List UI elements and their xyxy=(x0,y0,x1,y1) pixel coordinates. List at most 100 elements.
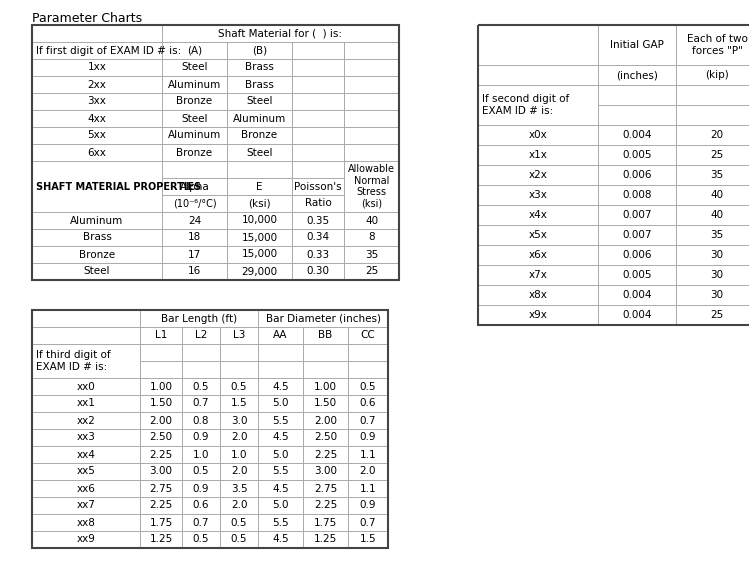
Text: Brass: Brass xyxy=(82,232,112,243)
Text: Aluminum: Aluminum xyxy=(168,130,221,140)
Bar xyxy=(478,25,749,325)
Text: 0.5: 0.5 xyxy=(192,467,209,477)
Bar xyxy=(162,246,227,263)
Text: 0.004: 0.004 xyxy=(622,310,652,320)
Bar xyxy=(348,497,388,514)
Bar xyxy=(182,514,220,531)
Text: 2.00: 2.00 xyxy=(314,416,337,425)
Bar xyxy=(303,429,348,446)
Text: 0.6: 0.6 xyxy=(360,399,376,409)
Bar xyxy=(32,310,140,327)
Text: 5xx: 5xx xyxy=(88,130,106,140)
Text: Parameter Charts: Parameter Charts xyxy=(32,12,142,25)
Bar xyxy=(182,480,220,497)
Bar xyxy=(32,25,399,280)
Text: BB: BB xyxy=(318,331,333,340)
Text: 4.5: 4.5 xyxy=(272,484,289,494)
Text: 0.007: 0.007 xyxy=(622,210,652,220)
Text: x5x: x5x xyxy=(529,230,548,240)
Bar xyxy=(227,76,292,93)
Bar xyxy=(478,165,598,185)
Bar xyxy=(348,378,388,395)
Text: 0.5: 0.5 xyxy=(231,517,247,527)
Text: Steel: Steel xyxy=(246,97,273,107)
Bar xyxy=(227,212,292,229)
Text: If second digit of
EXAM ID # is:: If second digit of EXAM ID # is: xyxy=(482,94,569,116)
Bar xyxy=(140,395,182,412)
Bar xyxy=(258,497,303,514)
Text: 4.5: 4.5 xyxy=(272,381,289,392)
Text: 0.7: 0.7 xyxy=(192,517,209,527)
Bar xyxy=(344,93,399,110)
Text: 0.007: 0.007 xyxy=(622,230,652,240)
Text: 1.0: 1.0 xyxy=(192,449,209,460)
Bar xyxy=(140,497,182,514)
Text: 6xx: 6xx xyxy=(88,147,106,158)
Text: 10,000: 10,000 xyxy=(241,215,277,225)
Bar xyxy=(598,65,676,85)
Bar xyxy=(220,344,258,361)
Bar xyxy=(162,25,399,42)
Bar xyxy=(478,65,598,85)
Bar xyxy=(182,378,220,395)
Text: (10⁻⁶/°C): (10⁻⁶/°C) xyxy=(173,198,216,208)
Bar xyxy=(258,361,303,378)
Text: Steel: Steel xyxy=(181,62,207,73)
Bar xyxy=(32,161,162,212)
Text: Bar Length (ft): Bar Length (ft) xyxy=(161,314,237,324)
Text: Each of two
forces "P": Each of two forces "P" xyxy=(687,34,748,56)
Bar xyxy=(32,246,162,263)
Text: 25: 25 xyxy=(710,150,724,160)
Text: 30: 30 xyxy=(711,250,724,260)
Bar xyxy=(220,327,258,344)
Text: 0.7: 0.7 xyxy=(360,416,376,425)
Bar xyxy=(676,185,749,205)
Bar xyxy=(140,463,182,480)
Text: (ksi): (ksi) xyxy=(248,198,271,208)
Bar xyxy=(303,327,348,344)
Text: AA: AA xyxy=(273,331,288,340)
Text: xx9: xx9 xyxy=(76,534,95,545)
Text: 1.1: 1.1 xyxy=(360,449,376,460)
Bar xyxy=(32,446,140,463)
Bar xyxy=(227,195,292,212)
Bar xyxy=(32,514,140,531)
Bar xyxy=(220,446,258,463)
Bar xyxy=(227,59,292,76)
Bar xyxy=(227,229,292,246)
Text: 35: 35 xyxy=(710,230,724,240)
Bar xyxy=(478,145,598,165)
Text: 4.5: 4.5 xyxy=(272,534,289,545)
Bar xyxy=(344,263,399,280)
Bar xyxy=(32,395,140,412)
Bar xyxy=(227,263,292,280)
Bar xyxy=(258,446,303,463)
Bar xyxy=(292,229,344,246)
Text: 2.25: 2.25 xyxy=(149,501,172,510)
Text: x8x: x8x xyxy=(529,290,548,300)
Text: xx3: xx3 xyxy=(76,432,95,442)
Bar xyxy=(227,127,292,144)
Bar xyxy=(162,229,227,246)
Bar xyxy=(676,65,749,85)
Text: CC: CC xyxy=(360,331,375,340)
Bar xyxy=(182,412,220,429)
Bar xyxy=(32,463,140,480)
Text: 2.0: 2.0 xyxy=(231,432,247,442)
Text: Bronze: Bronze xyxy=(79,250,115,260)
Bar xyxy=(227,93,292,110)
Bar xyxy=(348,344,388,361)
Bar xyxy=(303,344,348,361)
Text: 0.7: 0.7 xyxy=(360,517,376,527)
Bar xyxy=(182,429,220,446)
Bar xyxy=(258,310,388,327)
Bar xyxy=(303,531,348,548)
Text: 1.50: 1.50 xyxy=(150,399,172,409)
Bar xyxy=(598,205,676,225)
Text: 0.8: 0.8 xyxy=(192,416,209,425)
Bar xyxy=(32,42,162,59)
Text: E: E xyxy=(256,182,263,191)
Text: (B): (B) xyxy=(252,45,267,55)
Bar xyxy=(598,85,676,105)
Bar xyxy=(182,531,220,548)
